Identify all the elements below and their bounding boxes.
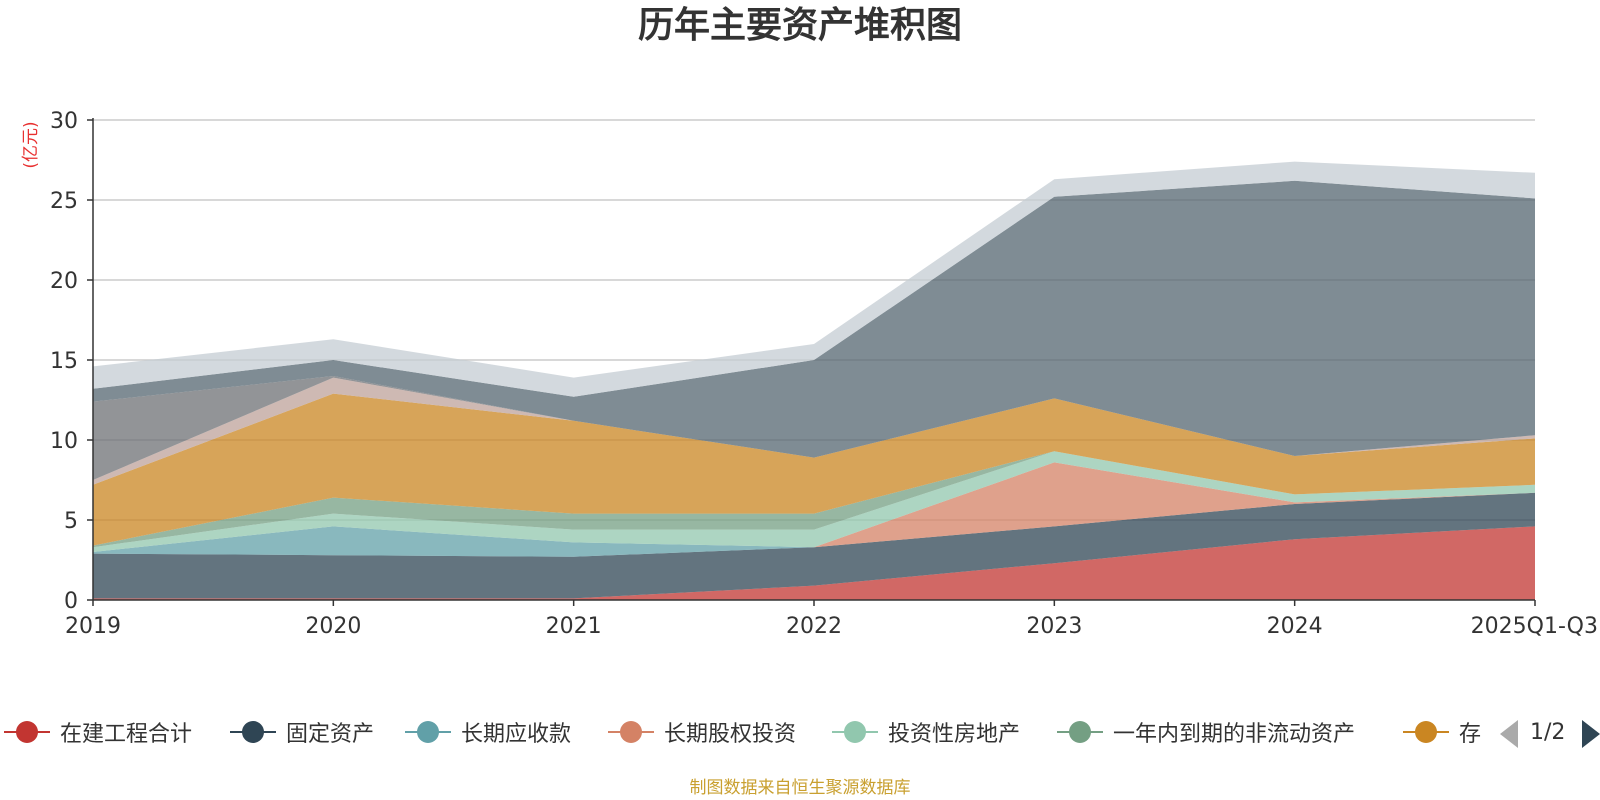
- area-series: [93, 161, 1535, 600]
- area-series-10[interactable]: [93, 161, 1535, 397]
- legend-item[interactable]: 存: [1403, 710, 1481, 754]
- legend-marker-icon: [1057, 719, 1103, 745]
- y-tick-label: 15: [50, 349, 78, 374]
- legend-marker-icon: [230, 719, 276, 745]
- legend-marker-icon: [1403, 719, 1449, 745]
- legend-page-indicator: 1/2: [1530, 720, 1566, 745]
- area-series-1[interactable]: [93, 492, 1535, 599]
- legend-item[interactable]: 固定资产: [230, 710, 374, 754]
- y-tick-label: 20: [50, 269, 78, 294]
- area-series-0[interactable]: [93, 526, 1535, 600]
- y-tick-label: 0: [64, 589, 78, 614]
- area-series-4[interactable]: [93, 451, 1535, 552]
- legend-item[interactable]: 投资性房地产: [832, 710, 1020, 754]
- legend-label: 长期股权投资: [664, 722, 797, 747]
- area-series-3[interactable]: [93, 462, 1535, 552]
- x-tick-label: 2022: [786, 614, 842, 639]
- legend-marker-icon: [832, 719, 878, 745]
- x-tick-label: 2025Q1-Q3: [1471, 614, 1598, 639]
- legend-marker-icon: [4, 719, 50, 745]
- area-series-2[interactable]: [93, 492, 1535, 557]
- legend-prev-page-button[interactable]: [1500, 720, 1518, 748]
- data-source-note: 制图数据来自恒生聚源数据库: [689, 778, 911, 798]
- y-axis-unit-label: (亿元): [21, 121, 41, 168]
- y-tick-label: 30: [50, 109, 78, 134]
- chart-title: 历年主要资产堆积图: [637, 5, 962, 46]
- x-tick-label: 2021: [546, 614, 602, 639]
- legend-label: 投资性房地产: [888, 722, 1021, 747]
- y-tick-label: 10: [50, 429, 78, 454]
- area-series-5[interactable]: [93, 451, 1535, 548]
- legend-next-page-button[interactable]: [1582, 720, 1600, 748]
- legend-item[interactable]: 一年内到期的非流动资产: [1057, 710, 1355, 754]
- stacked-area-chart: 0 5 10 15 20 25 30 2019 2020 2021 2022 2023 2024 2025…: [21, 109, 1598, 639]
- y-tick-label: 25: [50, 189, 78, 214]
- y-tick-label: 5: [64, 509, 78, 534]
- area-series-6[interactable]: [93, 393, 1535, 546]
- area-series-8[interactable]: [93, 376, 1535, 480]
- legend-pager: 1/2: [1500, 718, 1600, 748]
- legend-label: 存: [1459, 722, 1482, 747]
- axes: 0 5 10 15 20 25 30 2019 2020 2021 2022 2023 2024 2025…: [50, 109, 1598, 639]
- legend-marker-icon: [608, 719, 654, 745]
- legend-label: 在建工程合计: [60, 722, 193, 747]
- legend-label: 长期应收款: [461, 722, 572, 747]
- area-series-9[interactable]: [93, 180, 1535, 458]
- legend-item[interactable]: 长期应收款: [405, 710, 571, 754]
- legend-item[interactable]: 长期股权投资: [608, 710, 796, 754]
- legend-label: 一年内到期的非流动资产: [1113, 722, 1356, 747]
- legend-item[interactable]: 在建工程合计: [4, 710, 192, 754]
- x-tick-label: 2020: [305, 614, 361, 639]
- x-tick-label: 2023: [1026, 614, 1082, 639]
- x-tick-label: 2024: [1267, 614, 1323, 639]
- legend-marker-icon: [405, 719, 451, 745]
- legend-label: 固定资产: [286, 722, 375, 747]
- x-tick-label: 2019: [65, 614, 121, 639]
- legend: 在建工程合计 固定资产 长期应收款 长期股权投资 投资性房地产 一年内到期的非流动资产 存: [0, 710, 1600, 754]
- area-series-7[interactable]: [93, 377, 1535, 485]
